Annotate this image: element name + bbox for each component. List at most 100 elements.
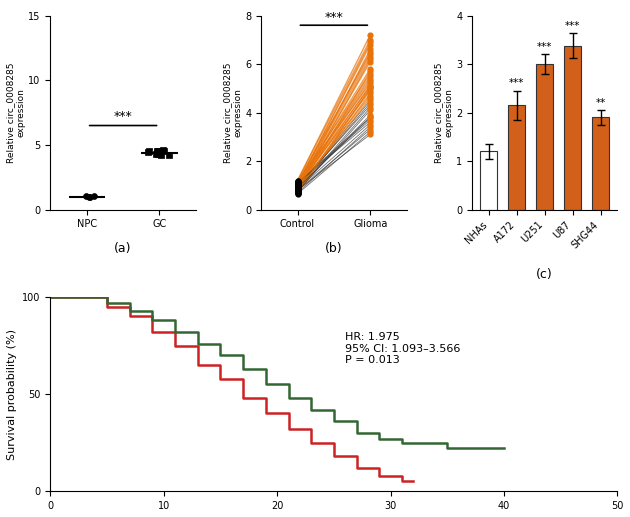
Bar [564,45,581,210]
Point [292,186,302,194]
Point [292,180,302,188]
Point [84,192,94,201]
Point [365,79,375,87]
Point [292,181,302,190]
Point [152,147,162,156]
Text: ***: *** [509,78,524,88]
Point [292,185,302,193]
Point [365,89,375,97]
Text: **: ** [595,98,606,108]
Y-axis label: Relative circ_0008285
expression: Relative circ_0008285 expression [223,63,243,163]
Point [365,72,375,80]
Bar [592,117,609,210]
Point [365,74,375,83]
Point [292,184,302,192]
Point [365,111,375,119]
Text: ***: *** [114,110,132,123]
Point [365,57,375,66]
Point [292,185,302,193]
Point [152,149,162,158]
Point [365,113,375,121]
Text: (b): (b) [325,242,343,255]
Point [292,183,302,191]
Point [365,40,375,49]
Text: ***: *** [537,42,553,52]
Point [365,38,375,47]
Point [365,82,375,90]
Y-axis label: Relative circ_0008285
expression: Relative circ_0008285 expression [434,63,453,163]
Point [365,31,375,39]
Point [365,101,375,110]
Point [365,36,375,44]
Bar [536,64,553,210]
Point [292,181,302,190]
Point [292,189,302,197]
Point [365,65,375,73]
Point [292,184,302,192]
Point [292,186,302,194]
Point [292,178,302,186]
Point [292,187,302,195]
Point [292,179,302,187]
Point [365,123,375,131]
Point [365,120,375,129]
Point [292,189,302,197]
Point [365,50,375,58]
Point [365,77,375,85]
Bar [508,105,525,210]
Point [365,67,375,75]
Point [365,128,375,136]
Point [365,55,375,63]
Text: ***: *** [565,21,580,31]
Point [153,147,163,156]
Point [156,150,166,159]
Point [365,118,375,127]
Point [292,185,302,193]
Point [164,151,174,159]
Point [365,106,375,114]
Text: (c): (c) [536,268,553,281]
Point [365,94,375,102]
Point [292,183,302,191]
Point [292,189,302,197]
Point [292,181,302,190]
Point [365,130,375,139]
Point [292,185,302,193]
Point [292,178,302,186]
Point [365,84,375,93]
Point [365,45,375,54]
Point [365,84,375,93]
Point [365,92,375,100]
Point [292,184,302,192]
Point [151,150,161,158]
Point [159,147,169,155]
Point [158,146,168,154]
Point [143,148,153,156]
Point [152,148,162,157]
Text: (a): (a) [114,242,132,255]
Point [292,180,302,188]
Point [365,70,375,78]
Point [292,187,302,195]
Point [365,116,375,124]
Point [292,183,302,191]
Y-axis label: Survival probability (%): Survival probability (%) [7,329,17,460]
Point [292,184,302,192]
Point [292,181,302,190]
Text: HR: 1.975
95% CI: 1.093–3.566
P = 0.013: HR: 1.975 95% CI: 1.093–3.566 P = 0.013 [345,332,461,365]
Point [292,186,302,194]
Point [292,183,302,191]
Point [153,150,163,158]
Point [292,187,302,195]
Point [365,53,375,61]
Point [365,87,375,95]
Point [81,192,91,200]
Text: ***: *** [324,11,343,24]
Point [292,190,302,198]
Y-axis label: Relative circ_0008285
expression: Relative circ_0008285 expression [6,63,26,163]
Point [292,181,302,190]
Point [365,99,375,107]
Point [292,186,302,194]
Point [144,147,154,156]
Point [292,178,302,186]
